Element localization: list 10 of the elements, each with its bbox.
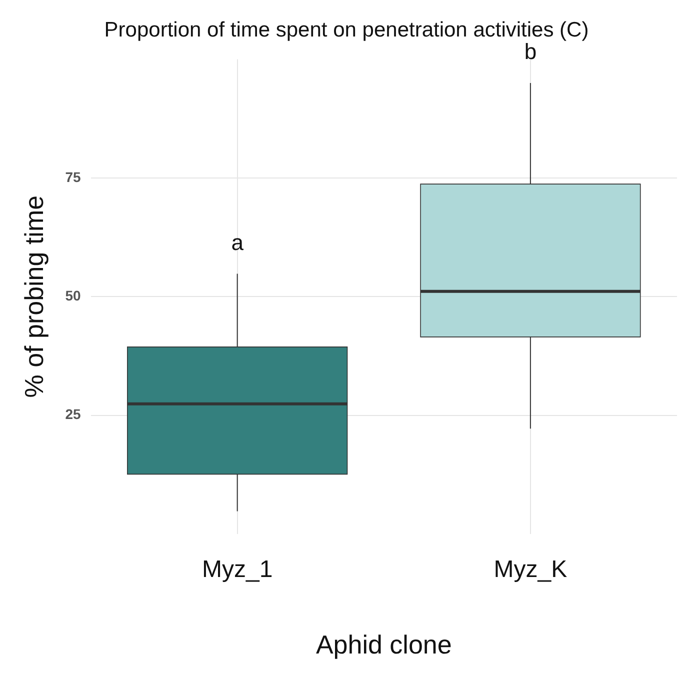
y-tick-label: 50 (65, 287, 81, 304)
x-axis-title: Aphid clone (316, 630, 452, 660)
y-tick-label: 25 (65, 406, 81, 422)
y-axis-title: % of probing time (18, 195, 49, 398)
y-tick-label: 75 (65, 168, 81, 185)
x-tick-label: Myz_1 (202, 556, 273, 584)
chart-title: Proportion of time spent on penetration activities (C) (104, 18, 589, 42)
annotation: b (524, 39, 537, 64)
x-tick-label: Myz_K (494, 556, 568, 584)
annotation: a (231, 230, 244, 255)
